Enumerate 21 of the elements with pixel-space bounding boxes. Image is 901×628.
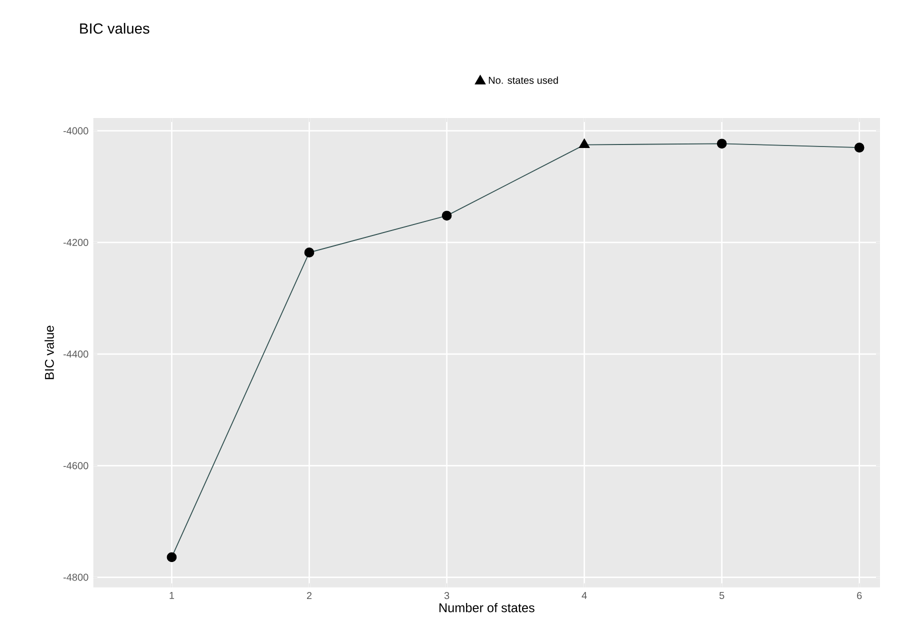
x-tick-label: 3 (444, 592, 450, 600)
x-tick-label: 6 (857, 592, 862, 600)
y-tick-label: -4200 (63, 238, 88, 246)
y-tick-label: -4600 (63, 462, 88, 470)
point (716, 138, 727, 149)
x-tick-label: 5 (719, 592, 724, 600)
x-axis-title: Number of states (439, 602, 534, 612)
x-tick-label: 4 (582, 592, 587, 599)
x-tick-label: 1 (170, 592, 174, 599)
chart-title: BIC values (80, 22, 150, 34)
legend-label: No. states used (488, 76, 558, 84)
y-tick-label: -4800 (63, 574, 88, 581)
point (304, 248, 314, 258)
point (578, 138, 590, 148)
point (442, 210, 452, 221)
x-tick-label: 2 (306, 592, 312, 600)
point (166, 552, 177, 562)
y-tick-label: -4000 (63, 127, 88, 134)
y-axis-title: BIC value (44, 326, 54, 380)
point (854, 142, 864, 153)
y-tick-label: -4400 (63, 350, 88, 358)
